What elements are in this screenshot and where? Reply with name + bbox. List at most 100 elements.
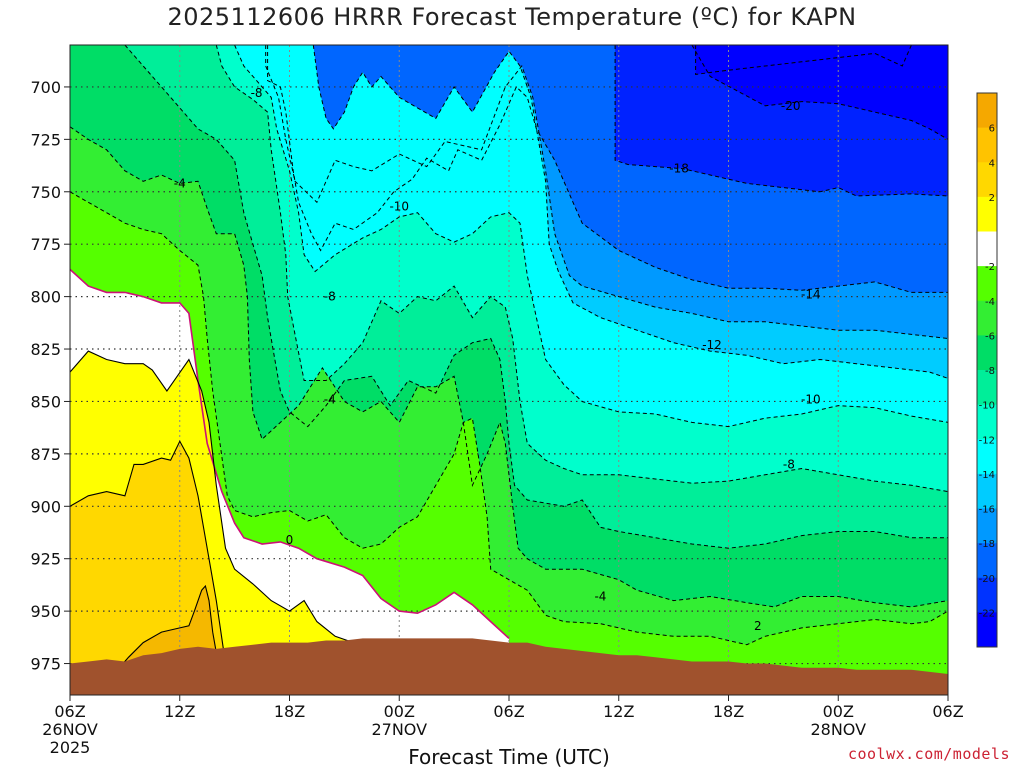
y-tick-label: 900 <box>30 497 61 516</box>
y-tick-label: 700 <box>30 78 61 97</box>
isotherm-line <box>70 191 948 646</box>
isotherm-line <box>70 350 382 664</box>
isotherm-line <box>691 45 948 140</box>
contour-label-text: 0 <box>286 533 294 547</box>
terrain <box>70 638 948 695</box>
colorbar-swatch <box>977 335 997 371</box>
y-tick-label: 825 <box>30 340 61 359</box>
grid-lines <box>70 45 948 695</box>
isotherm-line <box>113 584 223 675</box>
x-axis-label: Forecast Time (UTC) <box>408 745 610 768</box>
isotherm-line <box>70 268 510 639</box>
y-tick-label: 775 <box>30 235 61 254</box>
contour-label: -20 <box>781 99 801 113</box>
colorbar-label: -14 <box>979 470 995 481</box>
colorbar-swatch <box>977 577 997 613</box>
isotherm-line <box>215 45 948 493</box>
x-tick-sublabel: 28NOV <box>810 720 866 739</box>
colorbar-swatch <box>977 300 997 336</box>
contour-label-text: -4 <box>324 392 336 406</box>
contour-label: -4 <box>324 392 336 406</box>
contour-label-text: -10 <box>389 199 409 213</box>
contour-label-text: 2 <box>754 619 762 633</box>
isotherm-line <box>234 45 948 428</box>
contour-label: -4 <box>174 176 186 190</box>
contour-labels: -8 -20 -18 -4 -10 -14 -8 -12 -10 -4 -8 0 -4 2 <box>174 86 821 633</box>
y-tick-label: 850 <box>30 392 61 411</box>
contour-label: 0 <box>286 533 294 547</box>
colorbar-swatch <box>977 473 997 509</box>
terrain-fill <box>70 638 948 695</box>
x-tick-label: 18Z <box>274 702 305 721</box>
colorbar-swatch <box>977 266 997 302</box>
contour-label-text: -18 <box>669 162 689 176</box>
x-tick-label: 00Z <box>823 702 854 721</box>
colorbar-swatch <box>977 543 997 579</box>
colorbar-label: -10 <box>979 401 995 412</box>
colorbar-label: 4 <box>989 158 995 169</box>
colorbar-swatch <box>977 93 997 129</box>
contour-label: 2 <box>754 619 762 633</box>
y-tick-label: 950 <box>30 602 61 621</box>
colorbar-frame <box>976 92 998 648</box>
x-tick-label: 12Z <box>603 702 634 721</box>
x-tick-label: 12Z <box>164 702 195 721</box>
y-tick-label: 925 <box>30 550 61 569</box>
x-tick-label: 00Z <box>384 702 415 721</box>
isotherm-line <box>312 45 948 379</box>
contour-label: -8 <box>251 86 263 100</box>
contour-label: -12 <box>702 338 722 352</box>
contour-label-text: -8 <box>783 457 795 471</box>
isotherm-line <box>614 45 948 197</box>
isotherm-line <box>70 440 227 664</box>
contour-label: -8 <box>324 290 336 304</box>
isotherm-line <box>124 45 948 549</box>
contour-label-text: -20 <box>781 99 801 113</box>
x-tick-label: 06Z <box>54 702 85 721</box>
contour-label: -10 <box>389 199 409 213</box>
y-tick-label: 875 <box>30 445 61 464</box>
colorbar-swatch <box>977 404 997 440</box>
colorbar-swatch <box>977 439 997 475</box>
colorbar-label: -4 <box>985 297 995 308</box>
colorbar-label: -22 <box>979 608 995 619</box>
colorbar-swatch <box>977 508 997 544</box>
contour-label-text: -8 <box>251 86 263 100</box>
x-tick-sublabel: 27NOV <box>371 720 427 739</box>
fill-band <box>691 45 948 140</box>
colorbar-label: 6 <box>989 124 995 135</box>
x-tick-label: 18Z <box>713 702 744 721</box>
y-tick-label: 725 <box>30 130 61 149</box>
colorbar-swatch <box>977 612 997 648</box>
x-tick-label: 06Z <box>493 702 524 721</box>
colorbar-swatch <box>977 196 997 232</box>
isotherm-line <box>70 126 948 608</box>
colorbar-label: -20 <box>979 574 995 585</box>
colorbar-label: -12 <box>979 435 995 446</box>
colorbar: 6 4 2 -2 -4 -6 -8 -10 -12 -14 -16 -18 -20 -22 <box>976 92 998 648</box>
colorbar-label: -2 <box>985 262 995 273</box>
x-tick-sublabel: 26NOV <box>42 720 98 739</box>
contour-label-text: -4 <box>594 589 606 603</box>
colorbar-label: -18 <box>979 539 995 550</box>
y-tick-label: 800 <box>30 288 61 307</box>
contour-label: -8 <box>783 457 795 471</box>
contour-label: -10 <box>801 392 821 406</box>
x-tick-label: 06Z <box>932 702 963 721</box>
contour-label-text: -4 <box>174 176 186 190</box>
contour-label: -18 <box>669 162 689 176</box>
contour-label-text: -10 <box>801 392 821 406</box>
credit-text: coolwx.com/models <box>847 745 1010 763</box>
y-axis: 700 725 750 775 800 825 850 875 900 925 950 975 <box>30 78 70 674</box>
colorbar-swatch <box>977 127 997 163</box>
x-tick-sublabel: 2025 <box>50 738 91 757</box>
isotherm-lines <box>70 45 948 675</box>
contour-label-text: -12 <box>702 338 722 352</box>
contour-label: -14 <box>801 288 821 302</box>
contour-label-text: -14 <box>801 288 821 302</box>
y-tick-label: 975 <box>30 655 61 674</box>
colorbar-label: 2 <box>989 193 995 204</box>
